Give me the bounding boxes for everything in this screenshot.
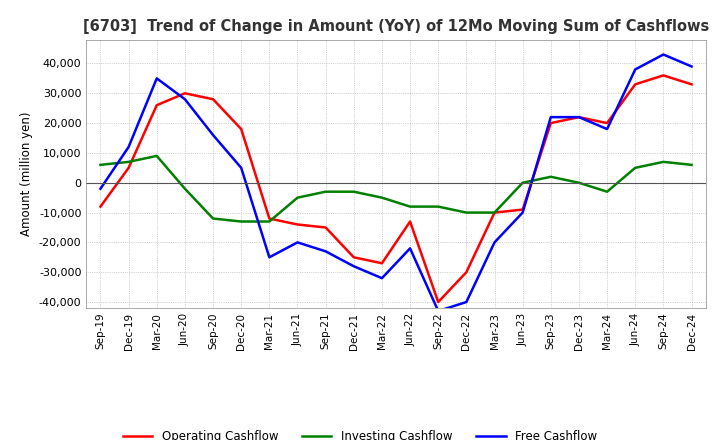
- Operating Cashflow: [462, 270, 471, 275]
- Free Cashflow: [546, 114, 555, 120]
- Free Cashflow: [293, 240, 302, 245]
- Y-axis label: Amount (million yen): Amount (million yen): [20, 112, 33, 236]
- Investing Cashflow: [125, 159, 133, 165]
- Operating Cashflow: [153, 103, 161, 108]
- Line: Investing Cashflow: Investing Cashflow: [101, 156, 691, 221]
- Free Cashflow: [490, 240, 499, 245]
- Operating Cashflow: [209, 97, 217, 102]
- Investing Cashflow: [265, 219, 274, 224]
- Free Cashflow: [265, 255, 274, 260]
- Investing Cashflow: [96, 162, 105, 168]
- Investing Cashflow: [603, 189, 611, 194]
- Free Cashflow: [687, 64, 696, 69]
- Investing Cashflow: [181, 186, 189, 191]
- Investing Cashflow: [349, 189, 358, 194]
- Operating Cashflow: [293, 222, 302, 227]
- Free Cashflow: [209, 132, 217, 138]
- Legend: Operating Cashflow, Investing Cashflow, Free Cashflow: Operating Cashflow, Investing Cashflow, …: [123, 430, 597, 440]
- Operating Cashflow: [631, 82, 639, 87]
- Free Cashflow: [181, 97, 189, 102]
- Free Cashflow: [434, 308, 443, 314]
- Investing Cashflow: [490, 210, 499, 215]
- Operating Cashflow: [546, 121, 555, 126]
- Title: [6703]  Trend of Change in Amount (YoY) of 12Mo Moving Sum of Cashflows: [6703] Trend of Change in Amount (YoY) o…: [83, 19, 709, 34]
- Investing Cashflow: [659, 159, 667, 165]
- Operating Cashflow: [518, 207, 527, 212]
- Line: Free Cashflow: Free Cashflow: [101, 55, 691, 311]
- Free Cashflow: [96, 186, 105, 191]
- Free Cashflow: [349, 264, 358, 269]
- Investing Cashflow: [406, 204, 415, 209]
- Operating Cashflow: [490, 210, 499, 215]
- Investing Cashflow: [631, 165, 639, 170]
- Free Cashflow: [631, 67, 639, 72]
- Operating Cashflow: [321, 225, 330, 230]
- Investing Cashflow: [153, 153, 161, 158]
- Free Cashflow: [153, 76, 161, 81]
- Operating Cashflow: [575, 114, 583, 120]
- Operating Cashflow: [125, 165, 133, 170]
- Investing Cashflow: [546, 174, 555, 180]
- Operating Cashflow: [406, 219, 415, 224]
- Free Cashflow: [125, 144, 133, 150]
- Free Cashflow: [237, 165, 246, 170]
- Free Cashflow: [603, 126, 611, 132]
- Operating Cashflow: [181, 91, 189, 96]
- Free Cashflow: [659, 52, 667, 57]
- Operating Cashflow: [687, 82, 696, 87]
- Operating Cashflow: [349, 255, 358, 260]
- Operating Cashflow: [377, 260, 386, 266]
- Operating Cashflow: [96, 204, 105, 209]
- Operating Cashflow: [659, 73, 667, 78]
- Investing Cashflow: [575, 180, 583, 185]
- Investing Cashflow: [518, 180, 527, 185]
- Investing Cashflow: [237, 219, 246, 224]
- Investing Cashflow: [293, 195, 302, 200]
- Operating Cashflow: [603, 121, 611, 126]
- Free Cashflow: [575, 114, 583, 120]
- Free Cashflow: [518, 210, 527, 215]
- Investing Cashflow: [321, 189, 330, 194]
- Operating Cashflow: [434, 299, 443, 304]
- Free Cashflow: [406, 246, 415, 251]
- Operating Cashflow: [237, 126, 246, 132]
- Investing Cashflow: [462, 210, 471, 215]
- Free Cashflow: [321, 249, 330, 254]
- Free Cashflow: [377, 275, 386, 281]
- Investing Cashflow: [434, 204, 443, 209]
- Operating Cashflow: [265, 216, 274, 221]
- Free Cashflow: [462, 299, 471, 304]
- Investing Cashflow: [209, 216, 217, 221]
- Investing Cashflow: [377, 195, 386, 200]
- Investing Cashflow: [687, 162, 696, 168]
- Line: Operating Cashflow: Operating Cashflow: [101, 75, 691, 302]
